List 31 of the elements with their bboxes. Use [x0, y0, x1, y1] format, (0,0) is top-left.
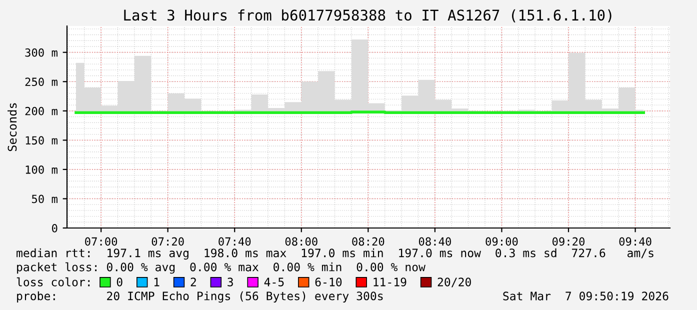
- chart-title: Last 3 Hours from b60177958388 to IT AS1267 (151.6.1.10): [124, 9, 612, 22]
- text: median rtt: 197.1 ms avg 198.0 ms max 197.0 ms min 197.0 ms now 0.3 ms sd 727.6 am/s: [16, 248, 654, 260]
- y-tick-label: 150 m: [26, 136, 58, 145]
- legend-label: 6-10: [315, 278, 342, 286]
- x-tick-label: 09:00: [486, 237, 518, 246]
- legend-label: 0: [116, 278, 122, 286]
- text: Sat Mar 7 09:50:19 2026: [503, 292, 668, 300]
- x-tick-label: 08:20: [352, 237, 384, 246]
- legend-title: loss color:: [16, 277, 90, 286]
- x-tick-label: 07:20: [152, 237, 184, 246]
- legend-label: 2: [190, 278, 196, 286]
- x-tick-label: 07:00: [85, 237, 118, 246]
- x-tick-label: 08:40: [418, 237, 451, 246]
- y-tick-label: 0: [52, 224, 58, 232]
- text: probe: 20 ICMP Echo Pings (56 Bytes) every 300s: [17, 291, 383, 303]
- y-tick-label: 300 m: [25, 48, 58, 57]
- y-tick-label: 200 m: [25, 106, 58, 116]
- legend-label: 4-5: [264, 278, 284, 286]
- y-tick-label: 250 m: [25, 78, 58, 86]
- y-tick-label: 50 m: [32, 194, 58, 204]
- x-tick-label: 07:40: [218, 237, 251, 246]
- legend-label: 20/20: [438, 278, 471, 288]
- y-axis-title: Seconds: [8, 103, 17, 152]
- y-tick-label: 100 m: [26, 165, 58, 174]
- x-tick-label: 09:20: [552, 237, 584, 246]
- x-tick-label: 08:00: [285, 237, 318, 246]
- text: packet loss: 0.00 % avg 0.00 % max 0.00 % min 0.00 % now: [17, 262, 426, 274]
- legend-label: 1: [154, 278, 160, 286]
- x-tick-label: 09:40: [619, 237, 652, 246]
- legend-label: 11-19: [374, 278, 406, 286]
- legend-label: 3: [228, 278, 233, 286]
